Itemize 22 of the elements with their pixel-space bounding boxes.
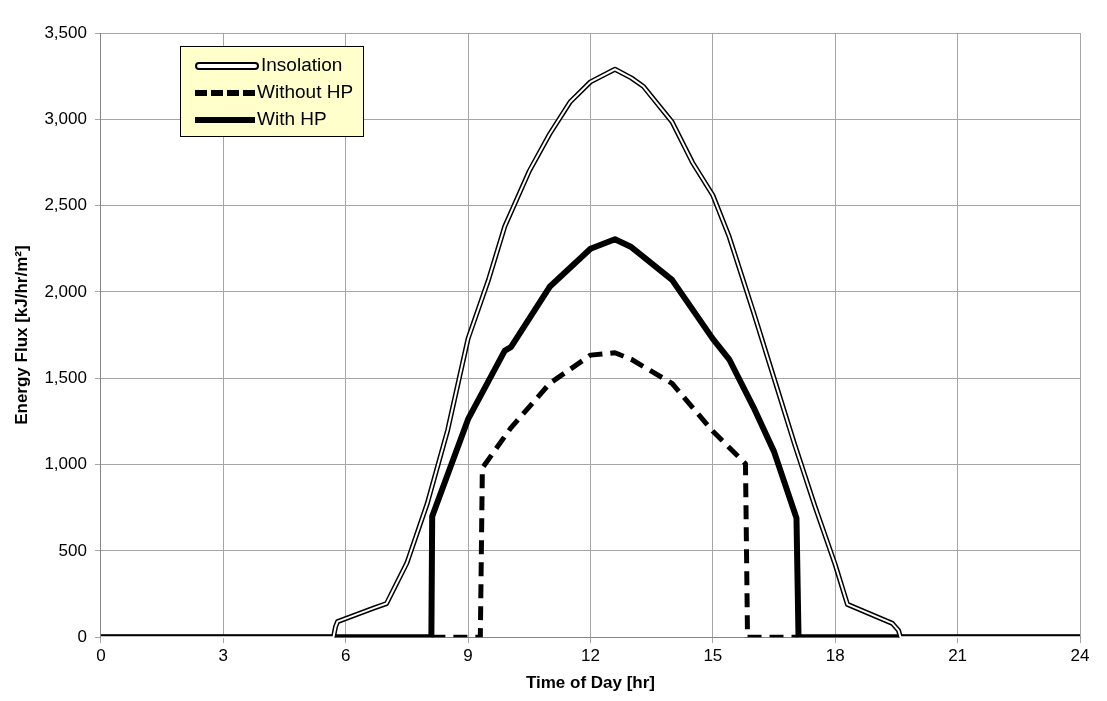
y-tick-label: 500 (58, 540, 87, 560)
x-tick-label: 3 (218, 646, 229, 666)
y-tick-label: 2,000 (44, 281, 87, 301)
x-tick-label: 15 (703, 646, 723, 666)
y-axis-title: Energy Flux [kJ/hr/m²] (11, 245, 31, 425)
y-tick-label: 3,500 (44, 22, 87, 42)
x-tick-label: 12 (581, 646, 600, 666)
y-tick-label: 1,000 (44, 454, 87, 474)
y-tick-label: 1,500 (44, 367, 87, 387)
legend-label: With HP (257, 108, 327, 129)
x-tick-label: 9 (463, 646, 473, 666)
x-tick-label: 21 (948, 646, 968, 666)
x-tick-label: 18 (825, 646, 845, 666)
x-tick-label: 0 (96, 646, 106, 666)
x-tick-label: 24 (1070, 646, 1090, 666)
y-tick-label: 2,500 (44, 195, 87, 215)
x-axis-title: Time of Day [hr] (525, 673, 656, 693)
y-tick-label: 3,000 (44, 109, 87, 128)
legend-label: Without HP (257, 81, 354, 102)
y-tick-label: 0 (77, 626, 87, 646)
legend-label: Insolation (261, 54, 343, 75)
x-tick-label: 6 (340, 646, 351, 666)
